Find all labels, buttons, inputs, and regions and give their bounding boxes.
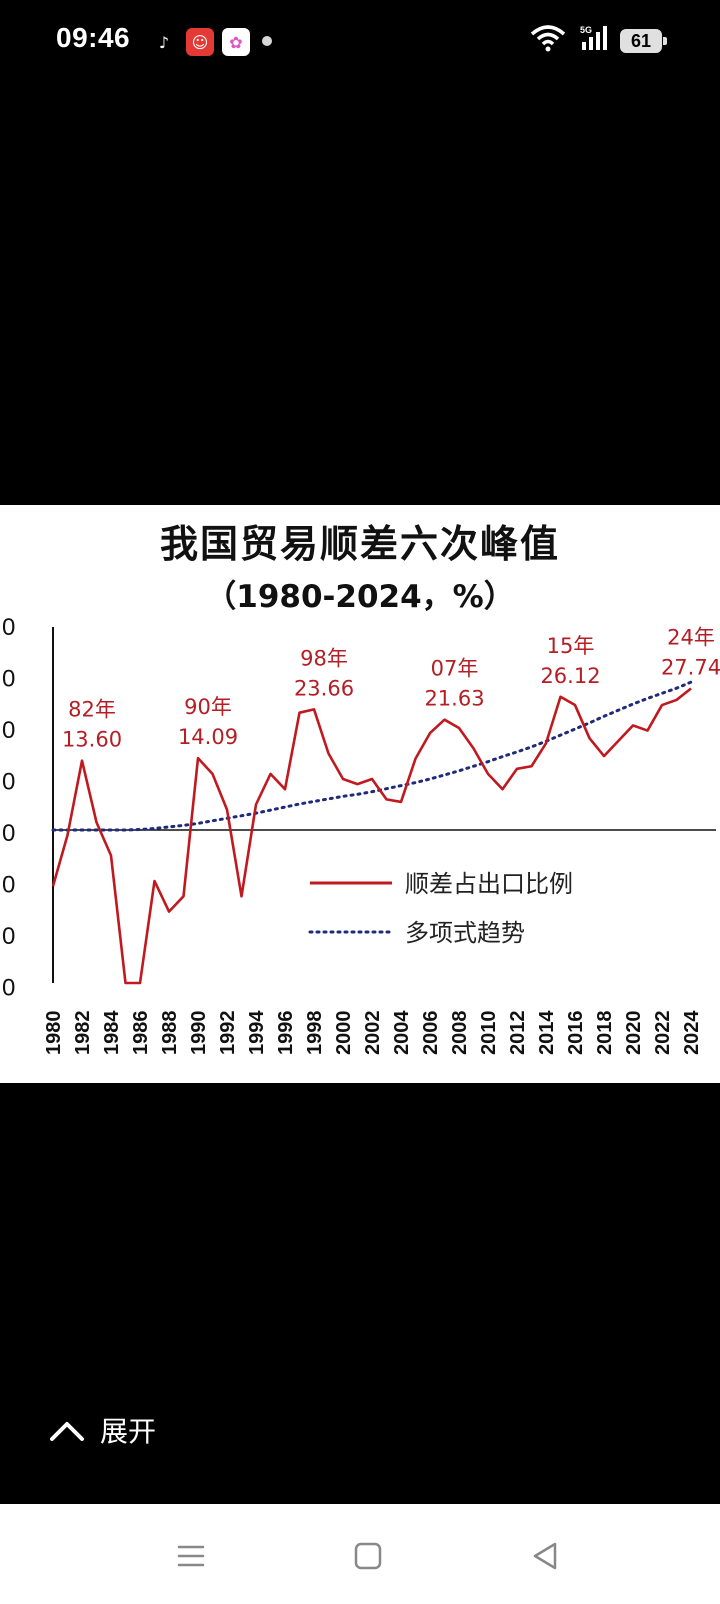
- peak-value-label: 13.60: [62, 728, 122, 752]
- navigation-bar: [0, 1504, 720, 1604]
- gallery-app-icon: ✿: [222, 28, 250, 56]
- x-tick-label: 2022: [652, 1011, 674, 1056]
- x-tick-label: 1996: [275, 1011, 297, 1056]
- x-tick-label: 1998: [304, 1011, 326, 1056]
- x-tick-label: 2010: [478, 1011, 500, 1056]
- x-tick-label: 2002: [362, 1011, 384, 1056]
- network-type-label: 5G: [580, 25, 592, 35]
- status-time: 09:46: [56, 22, 131, 53]
- notification-dot-icon: [262, 36, 272, 46]
- x-tick-label: 1986: [130, 1011, 152, 1056]
- peak-value-label: 14.09: [178, 725, 238, 749]
- chart-title: 我国贸易顺差六次峰值: [159, 521, 560, 566]
- x-tick-label: 2024: [681, 1010, 703, 1055]
- y-tick-label: 0: [2, 717, 15, 744]
- peak-year-label: 15年: [547, 634, 595, 658]
- trend-line: [51, 680, 693, 832]
- x-tick-label: 2018: [594, 1011, 616, 1056]
- peak-year-label: 07年: [431, 657, 479, 681]
- y-tick-label: 0: [2, 923, 15, 950]
- menu-icon[interactable]: [173, 1538, 209, 1574]
- expand-button[interactable]: 展开: [48, 1410, 156, 1450]
- peak-year-label: 82年: [68, 698, 116, 722]
- y-tick-label: 0: [2, 666, 15, 693]
- chart-plot: 82年 13.60 90年 14.09 98年 23.66 07年 21.63 15年 26.12…: [2, 614, 720, 1056]
- peak-value-label: 26.12: [540, 664, 600, 688]
- peak-year-label: 90年: [184, 695, 232, 719]
- series-line: [51, 687, 692, 985]
- y-tick-label: 0: [2, 769, 15, 796]
- signal-icon: 5G: [580, 25, 607, 50]
- x-tick-label: 2008: [449, 1011, 471, 1056]
- x-tick-label: 1984: [101, 1010, 123, 1055]
- legend-series-label: 顺差占出口比例: [405, 870, 573, 898]
- legend-trend-label: 多项式趋势: [405, 919, 525, 947]
- x-tick-label: 2016: [565, 1011, 587, 1056]
- peak-value-label: 21.63: [424, 687, 484, 711]
- peak-year-label: 24年: [667, 626, 715, 650]
- tiktok-icon: ♪: [150, 28, 178, 56]
- chart-subtitle: （1980-2024，%）: [205, 579, 515, 615]
- back-icon[interactable]: [527, 1538, 563, 1574]
- x-tick-label: 1988: [159, 1011, 181, 1056]
- x-tick-label: 1994: [246, 1010, 268, 1055]
- status-bar: 09:46 ♪ ☺ ✿ 5G 61: [0, 0, 720, 84]
- expand-label: 展开: [100, 1415, 157, 1448]
- chart-image[interactable]: 我国贸易顺差六次峰值 （1980-2024，%） 82年 13.60 90年 14.0…: [0, 505, 720, 1083]
- clown-app-icon: ☺: [186, 28, 214, 56]
- x-tick-label: 1980: [43, 1011, 65, 1056]
- y-tick-label: 0: [2, 820, 15, 847]
- x-tick-label: 1992: [217, 1011, 239, 1056]
- y-tick-label: 0: [2, 872, 15, 899]
- x-tick-label: 2020: [623, 1011, 645, 1056]
- peak-value-label: 23.66: [294, 676, 354, 700]
- wifi-icon: [530, 25, 566, 52]
- x-tick-label: 2012: [507, 1011, 529, 1056]
- home-icon[interactable]: [350, 1538, 386, 1574]
- y-tick-label: 0: [2, 975, 15, 1002]
- chevron-up-icon: [50, 1422, 84, 1441]
- x-tick-label: 2014: [536, 1010, 558, 1055]
- x-tick-label: 2000: [333, 1011, 355, 1056]
- x-tick-label: 2006: [420, 1011, 442, 1056]
- x-tick-label: 1982: [72, 1011, 94, 1056]
- x-tick-label: 2004: [391, 1010, 413, 1055]
- peak-year-label: 98年: [300, 646, 348, 670]
- peak-value-label: 27.74: [661, 656, 720, 680]
- y-tick-label: 0: [2, 614, 15, 641]
- x-tick-label: 1990: [188, 1011, 210, 1056]
- battery-icon: 61: [620, 29, 667, 53]
